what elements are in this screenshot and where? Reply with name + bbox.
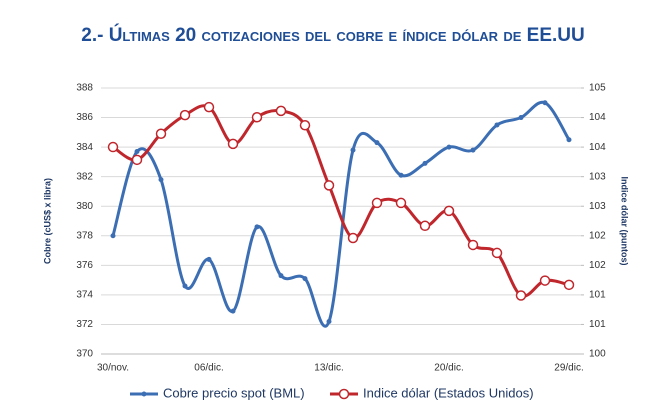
x-tick-label: 20/dic.: [434, 363, 463, 374]
y2-tick-label: 104: [589, 112, 606, 123]
data-point: [443, 205, 455, 217]
data-point: [275, 105, 287, 117]
legend-marker: [338, 388, 350, 400]
y2-tick-label: 105: [589, 83, 606, 94]
data-point: [302, 276, 308, 282]
legend-label: Cobre precio spot (BML): [163, 385, 305, 400]
y2-tick-label: 104: [589, 142, 606, 153]
data-point: [371, 197, 383, 209]
data-point: [254, 224, 260, 230]
y2-tick-label: 103: [589, 201, 606, 212]
data-point: [110, 233, 116, 239]
chart-title: 2.- Últimas 20 cotizaciones del cobre e …: [81, 24, 584, 46]
data-point: [398, 172, 404, 178]
data-point: [563, 279, 575, 291]
y2-tick-label: 101: [589, 290, 606, 301]
data-point: [422, 160, 428, 166]
data-point: [326, 318, 332, 324]
data-point: [467, 239, 479, 251]
x-tick-label: 30/nov.: [97, 363, 129, 374]
y-axis-title: Cobre (cUS$ x libra): [42, 178, 52, 264]
data-point: [107, 141, 119, 153]
y-tick-label: 386: [76, 112, 93, 123]
data-point: [470, 147, 476, 153]
y2-tick-label: 102: [589, 230, 606, 241]
data-point: [230, 308, 236, 314]
data-point: [158, 177, 164, 183]
data-point: [518, 115, 524, 121]
y2-tick-label: 100: [589, 349, 606, 360]
data-point: [131, 154, 143, 166]
y-tick-label: 376: [76, 260, 93, 271]
data-point: [446, 144, 452, 150]
y2-tick-label: 102: [589, 260, 606, 271]
y2-tick-label: 103: [589, 171, 606, 182]
y-tick-label: 372: [76, 319, 93, 330]
data-point: [134, 149, 140, 155]
data-point: [347, 232, 359, 244]
data-point: [491, 247, 503, 259]
legend-label: Indice dólar (Estados Unidos): [363, 385, 534, 400]
y-tick-label: 370: [76, 349, 93, 360]
y-tick-label: 380: [76, 201, 93, 212]
data-point: [155, 128, 167, 140]
series-line: [112, 104, 570, 298]
data-point: [323, 180, 335, 191]
legend-marker: [141, 391, 147, 397]
data-point: [419, 220, 431, 232]
data-point: [515, 290, 527, 301]
x-tick-label: 29/dic.: [554, 363, 583, 374]
y-tick-label: 378: [76, 230, 93, 241]
data-point: [542, 100, 548, 106]
data-point: [203, 101, 215, 113]
y-tick-label: 384: [76, 142, 93, 153]
y-tick-label: 382: [76, 171, 93, 182]
x-tick-label: 06/dic.: [194, 363, 223, 374]
data-point: [395, 197, 407, 209]
data-point: [251, 112, 263, 123]
data-point: [227, 138, 239, 150]
y2-axis-title: Indice dólar (puntos): [620, 177, 630, 266]
y2-tick-label: 101: [589, 319, 606, 330]
data-point: [494, 122, 500, 128]
data-point: [179, 109, 191, 121]
data-point: [206, 256, 212, 262]
data-point: [566, 137, 572, 143]
data-point: [182, 283, 188, 289]
y-tick-label: 388: [76, 83, 93, 94]
x-tick-label: 13/dic.: [314, 363, 343, 374]
data-point: [374, 140, 380, 146]
data-point: [299, 119, 311, 131]
y-tick-label: 374: [76, 290, 93, 301]
data-point: [539, 275, 551, 286]
data-point: [278, 273, 284, 279]
data-point: [350, 147, 356, 153]
